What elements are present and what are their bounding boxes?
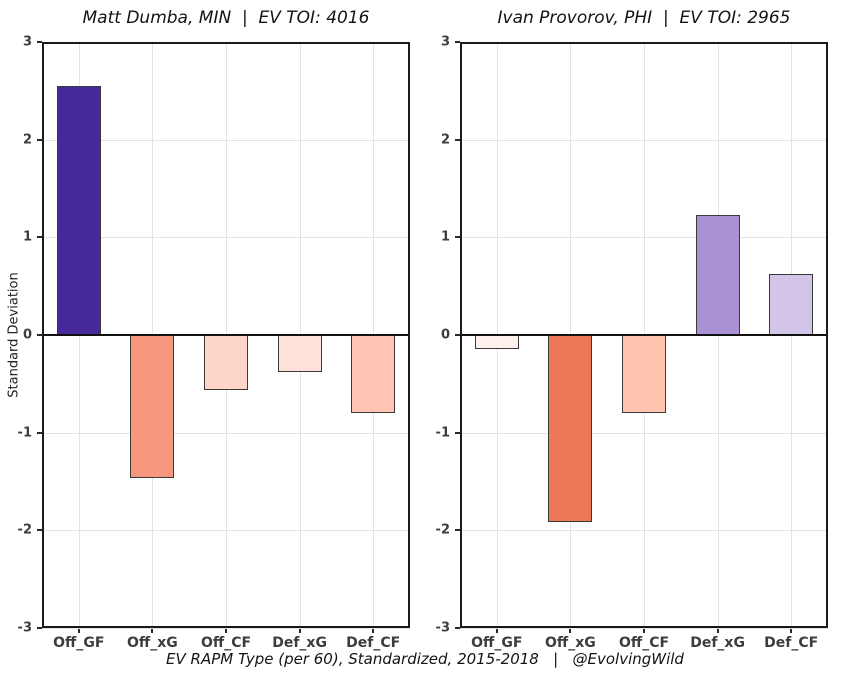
plot-area-1: 3 2 1 0 -1 -2 -3 Off_GF Off_xG Off_CF Def_xG Def_CF xyxy=(436,35,828,651)
y-tick-label: 0 xyxy=(440,327,450,343)
x-tick-mark xyxy=(151,628,154,633)
y-tick-mark xyxy=(37,138,42,141)
x-tick-label-Def_CF: Def_CF xyxy=(346,635,401,651)
x-tick-mark xyxy=(372,628,375,633)
bar-Def_CF xyxy=(351,335,396,414)
x-tick-label-Off_xG: Off_xG xyxy=(545,635,596,651)
zero-line xyxy=(42,333,410,337)
y-tick-mark xyxy=(455,236,460,239)
y-tick-label: -3 xyxy=(435,620,450,636)
y-tick-mark xyxy=(455,431,460,434)
y-tick-mark xyxy=(37,431,42,434)
x-tick-mark xyxy=(569,628,572,633)
x-tick-mark xyxy=(643,628,645,633)
horizontal-gridline xyxy=(42,628,410,629)
y-tick-label: -3 xyxy=(17,620,32,636)
x-tick-mark xyxy=(298,628,301,633)
x-tick-mark xyxy=(790,628,793,633)
y-tick-label: 2 xyxy=(22,132,32,148)
y-tick-label: 0 xyxy=(22,327,32,343)
bar-Def_xG xyxy=(695,214,740,335)
y-tick-mark xyxy=(37,627,42,629)
x-tick-mark xyxy=(495,628,498,633)
y-tick-label: 3 xyxy=(22,34,32,50)
x-tick-label-Def_CF: Def_CF xyxy=(764,635,819,651)
bar-Off_CF xyxy=(622,335,666,414)
x-tick-label-Off_GF: Off_GF xyxy=(53,635,105,651)
y-tick-label: 1 xyxy=(22,229,32,245)
x-tick-mark xyxy=(225,628,227,633)
panel-title-right: Ivan Provorov, PHI | EV TOI: 2965 xyxy=(497,8,791,28)
y-axis-title: Standard Deviation xyxy=(6,272,22,398)
y-tick-label: -2 xyxy=(435,522,450,538)
x-tick-label-Off_CF: Off_CF xyxy=(618,635,670,651)
y-tick-mark xyxy=(455,627,460,629)
x-tick-label-Def_xG: Def_xG xyxy=(690,635,745,651)
bar-Off_xG xyxy=(130,335,175,478)
x-tick-label-Off_CF: Off_CF xyxy=(200,635,252,651)
x-tick-label-Off_GF: Off_GF xyxy=(471,635,523,651)
bar-Off_GF xyxy=(56,85,101,335)
y-tick-label: 3 xyxy=(440,34,450,50)
plot-area-0: 3 2 1 0 -1 -2 -3 Off_GF Off_xG Off_CF Def_xG Def_CF xyxy=(18,35,410,651)
y-tick-label: -2 xyxy=(17,522,32,538)
bar-Off_GF xyxy=(474,335,519,349)
y-tick-mark xyxy=(455,334,460,336)
panel-matt-dumba: Matt Dumba, MIN | EV TOI: 4016 3 2 1 0 -1 -2 -… xyxy=(18,8,410,651)
x-tick-label-Def_xG: Def_xG xyxy=(272,635,327,651)
zero-line xyxy=(460,333,828,337)
x-tick-mark xyxy=(716,628,719,633)
panel-ivan-provorov: Ivan Provorov, PHI | EV TOI: 2965 3 2 1 0 -1… xyxy=(436,8,828,651)
y-tick-mark xyxy=(37,236,42,239)
y-tick-mark xyxy=(37,334,42,336)
bar-Def_CF xyxy=(769,274,814,335)
figure-caption: EV RAPM Type (per 60), Standardized, 201… xyxy=(166,650,684,668)
y-tick-label: -1 xyxy=(17,425,32,441)
horizontal-gridline xyxy=(460,628,828,629)
panel-title-left: Matt Dumba, MIN | EV TOI: 4016 xyxy=(82,8,370,28)
y-tick-mark xyxy=(37,529,42,532)
x-tick-label-Off_xG: Off_xG xyxy=(127,635,178,651)
y-tick-label: 1 xyxy=(440,229,450,245)
y-tick-mark xyxy=(37,41,42,43)
y-tick-mark xyxy=(455,41,460,43)
x-tick-mark xyxy=(77,628,80,633)
y-tick-mark xyxy=(455,138,460,141)
y-tick-mark xyxy=(455,529,460,532)
y-tick-label: 2 xyxy=(440,132,450,148)
bar-Def_xG xyxy=(277,335,322,373)
bar-Off_CF xyxy=(204,335,248,390)
y-tick-label: -1 xyxy=(435,425,450,441)
bar-Off_xG xyxy=(548,335,593,522)
